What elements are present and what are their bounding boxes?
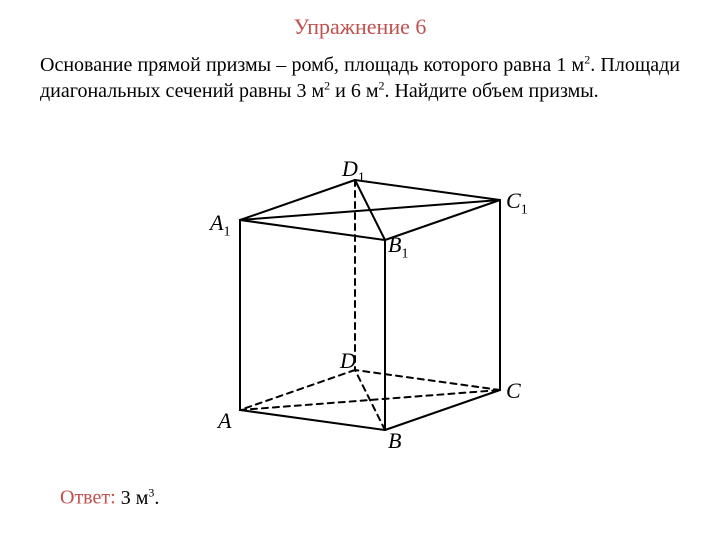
prism-figure: A1 B1 C1 D1 A B C D	[180, 150, 540, 460]
prism-svg	[180, 150, 540, 460]
vertex-label-B: B	[388, 428, 401, 454]
answer-value: 3 м3.	[116, 487, 160, 509]
answer-label: Ответ:	[60, 487, 116, 509]
vertex-label-A: A	[218, 408, 231, 434]
exercise-title: Упражнение 6	[0, 14, 720, 40]
vertex-label-A1: A1	[210, 210, 230, 240]
problem-text: Основание прямой призмы – ромб, площадь …	[40, 52, 680, 104]
answer-line: Ответ: 3 м3.	[60, 485, 159, 510]
vertex-label-D: D	[340, 348, 356, 374]
vertex-label-C: C	[506, 378, 521, 404]
vertex-label-D1: D1	[342, 156, 365, 186]
vertex-label-B1: B1	[388, 232, 408, 262]
vertex-label-C1: C1	[506, 188, 528, 218]
